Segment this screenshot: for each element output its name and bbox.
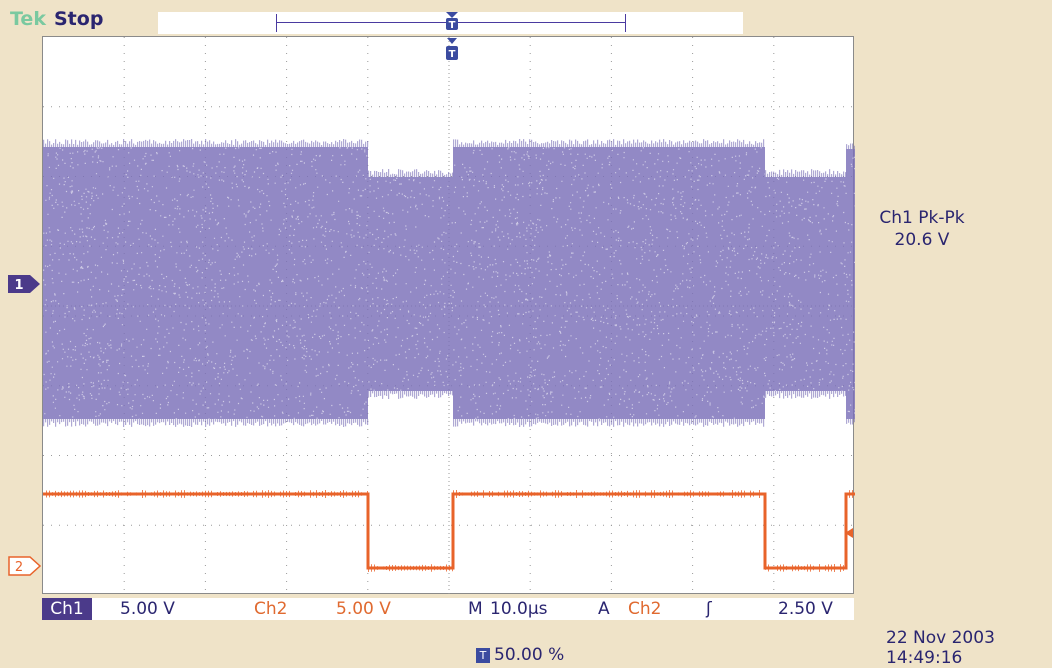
trigger-prefix: A bbox=[598, 599, 610, 619]
svg-text:T: T bbox=[449, 20, 456, 31]
graticule-screen bbox=[42, 36, 855, 595]
record-view-window bbox=[276, 14, 626, 32]
timebase-scale: 10.0µs bbox=[490, 599, 548, 619]
ch2-ground-marker[interactable]: 2 bbox=[8, 556, 42, 580]
ch1-envelope bbox=[453, 147, 765, 419]
ch1-volts-per-div: 5.00 V bbox=[120, 599, 175, 619]
measurement-value: 20.6 V bbox=[894, 230, 950, 250]
trigger-position-icon: T bbox=[476, 648, 490, 663]
ch2-volts-per-div: 5.00 V bbox=[336, 599, 391, 619]
waveform-display bbox=[43, 37, 855, 595]
capture-time: 14:49:16 bbox=[886, 648, 963, 668]
trigger-level: 2.50 V bbox=[778, 599, 833, 619]
svg-text:2: 2 bbox=[15, 560, 23, 575]
rising-edge-icon: ʃ bbox=[706, 599, 712, 619]
ch1-ground-marker[interactable]: 1 bbox=[8, 274, 42, 298]
trigger-position-marker-icon: T bbox=[444, 12, 460, 32]
trigger-position-readout: 50.00 % bbox=[494, 645, 565, 665]
trigger-time-marker-icon: T bbox=[444, 38, 460, 68]
ch2-noise bbox=[43, 490, 853, 572]
measurement-label: Ch1 Pk-Pk bbox=[879, 208, 965, 228]
readout-bar bbox=[42, 598, 854, 620]
trigger-source: Ch2 bbox=[628, 599, 662, 619]
trigger-level-arrow-icon bbox=[845, 528, 853, 538]
timebase-prefix: M bbox=[468, 599, 483, 619]
ch1-envelope bbox=[368, 177, 453, 391]
ch1-envelope bbox=[43, 147, 368, 419]
capture-date: 22 Nov 2003 bbox=[886, 628, 995, 648]
svg-text:T: T bbox=[449, 49, 456, 60]
ch1-noise bbox=[43, 147, 855, 421]
ch2-label: Ch2 bbox=[254, 599, 288, 619]
svg-text:1: 1 bbox=[14, 278, 23, 293]
brand-logo: Tek bbox=[10, 8, 46, 30]
acquisition-state: Stop bbox=[54, 8, 104, 30]
ch1-envelope bbox=[846, 149, 855, 419]
ch1-label: Ch1 bbox=[42, 598, 92, 620]
